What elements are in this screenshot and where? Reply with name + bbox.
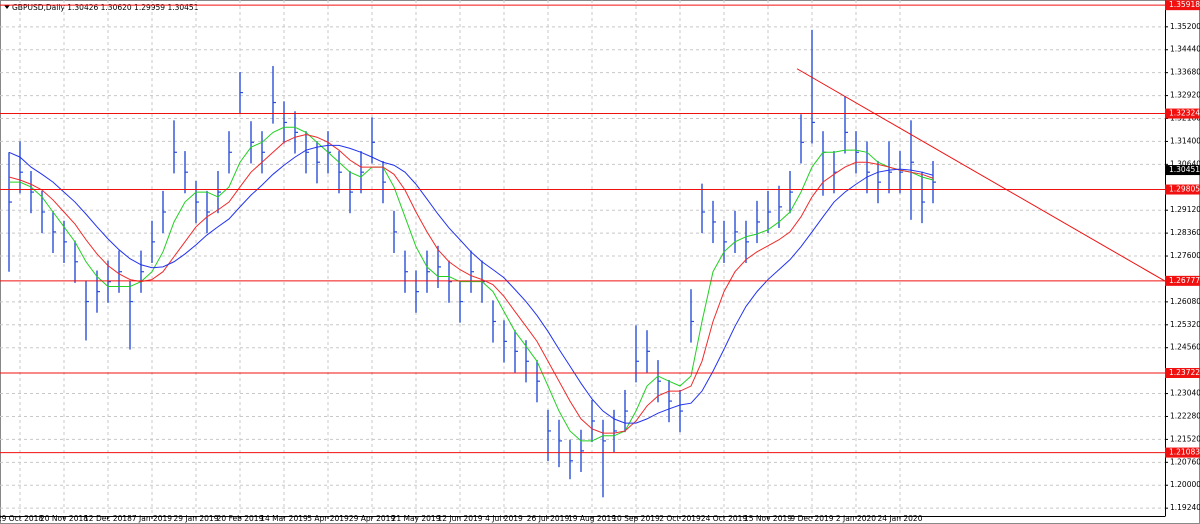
- x-tick-label: 29 Oct 2018: [0, 514, 43, 523]
- y-tick-label: 1.27600: [1170, 251, 1200, 260]
- y-tick-label: 1.31400: [1170, 136, 1200, 145]
- x-tick-label: 12 Jun 2019: [437, 514, 482, 523]
- x-tick-label: 2 Oct 2019: [659, 514, 701, 523]
- mark-layer: [0, 4, 1166, 498]
- y-tick-label: 1.19240: [1170, 503, 1200, 512]
- chart-title: GBPUSD,Daily 1.30426 1.30620 1.29959 1.3…: [12, 3, 199, 12]
- x-tick-label: 29 Jan 2019: [174, 514, 219, 523]
- x-tick-label: 15 Nov 2019: [744, 514, 792, 523]
- level-label-box: [1165, 447, 1200, 458]
- level-label: 1.29805: [1169, 185, 1200, 194]
- y-tick-label: 1.20760: [1170, 457, 1200, 466]
- x-tick-label: 5 Apr 2019: [307, 514, 349, 523]
- x-tick-label: 2 Jan 2020: [836, 514, 876, 523]
- level-label: 1.35918: [1169, 0, 1200, 9]
- y-tick-label: 1.28360: [1170, 228, 1200, 237]
- x-tick-label: 4 Jul 2019: [485, 514, 523, 523]
- x-tick-label: 24 Oct 2019: [701, 514, 748, 523]
- x-tick-label: 14 Mar 2019: [260, 514, 308, 523]
- y-tick-label: 1.34440: [1170, 45, 1200, 54]
- level-label: 1.21083: [1169, 448, 1200, 457]
- level-label: 1.23722: [1169, 368, 1200, 377]
- y-tick-label: 1.33680: [1170, 68, 1200, 77]
- x-tick-label: 26 Jul 2019: [527, 514, 570, 523]
- y-tick-label: 1.21520: [1170, 434, 1200, 443]
- menu-arrow: [4, 5, 10, 9]
- moving-average: [8, 133, 934, 434]
- y-tick-label: 1.35200: [1170, 22, 1200, 31]
- grid-layer: [0, 0, 1165, 516]
- y-tick-label: 1.30640: [1170, 159, 1200, 168]
- y-tick-label: 1.24560: [1170, 343, 1200, 352]
- level-label: 1.26777: [1169, 276, 1200, 285]
- x-tick-label: 21 May 2019: [392, 514, 441, 523]
- y-tick-label: 1.26080: [1170, 297, 1200, 306]
- current-price-label: 1.30451: [1169, 165, 1200, 174]
- level-label: 1.32324: [1169, 109, 1200, 118]
- x-tick-label: 20 Feb 2019: [217, 514, 264, 523]
- y-tick-label: 1.32920: [1170, 91, 1200, 100]
- x-tick-label: 19 Aug 2019: [568, 514, 616, 523]
- moving-average: [8, 144, 934, 424]
- x-tick-label: 12 Dec 2018: [84, 514, 132, 523]
- x-tick-label: 9 Dec 2019: [790, 514, 833, 523]
- x-tick-label: 29 Apr 2019: [349, 514, 396, 523]
- x-tick-label: 20 Nov 2018: [40, 514, 88, 523]
- y-tick-label: 1.20000: [1170, 480, 1200, 489]
- current-price-box: [1165, 165, 1200, 176]
- moving-average: [9, 126, 934, 442]
- level-label-box: [1165, 275, 1200, 286]
- level-label-box: [1165, 108, 1200, 119]
- level-label-box: [1165, 0, 1200, 11]
- x-tick-label: 24 Jan 2020: [878, 514, 923, 523]
- y-tick-label: 1.22280: [1170, 411, 1200, 420]
- y-tick-label: 1.25320: [1170, 320, 1200, 329]
- x-tick-label: 10 Sep 2019: [612, 514, 660, 523]
- y-tick-label: 1.23040: [1170, 389, 1200, 398]
- x-tick-label: 7 Jan 2019: [132, 514, 172, 523]
- y-tick-label: 1.29120: [1170, 205, 1200, 214]
- level-label-box: [1165, 184, 1200, 195]
- level-label-box: [1165, 367, 1200, 378]
- trendline: [796, 68, 1166, 282]
